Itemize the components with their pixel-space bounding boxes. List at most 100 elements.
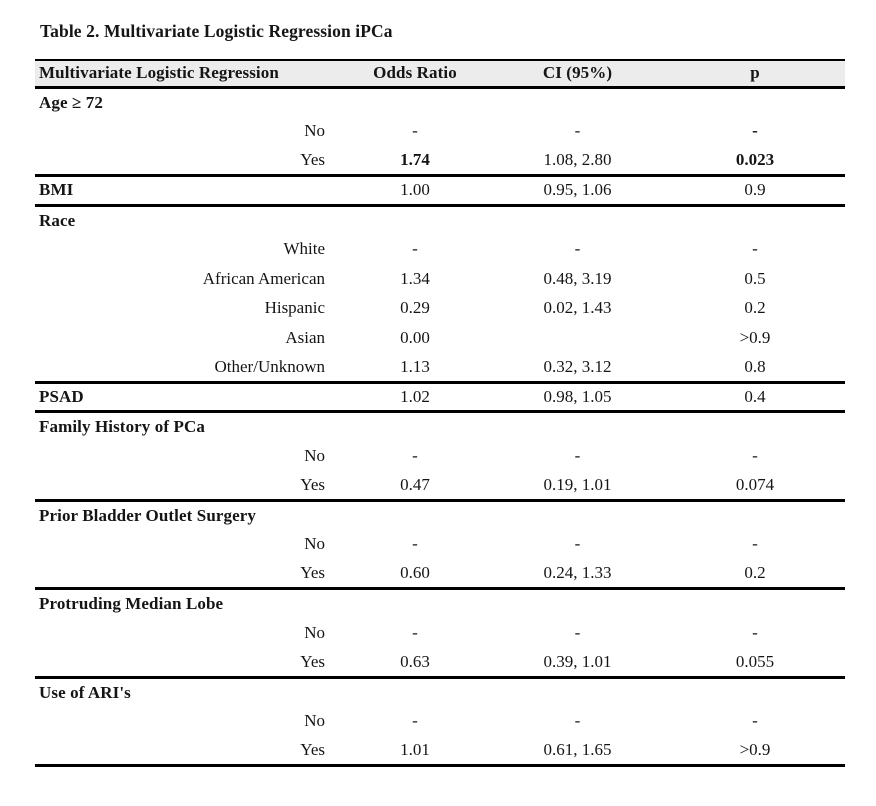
column-header-ci: CI (95%) [542,63,613,83]
row-label: Race [39,210,76,230]
ci-cell [490,677,665,707]
odds-ratio-cell: - [412,534,418,554]
odds-ratio-cell: 1.74 [400,150,430,169]
table-section-row: Race [35,205,845,235]
table-group: Race White - - - African American 1.34 0.48, 3.… [35,205,845,382]
row-label: Use of ARI's [39,682,131,702]
row-label: Prior Bladder Outlet Surgery [39,505,257,525]
ci-cell: 0.19, 1.01 [543,474,612,494]
table-row: Yes 1.01 0.61, 1.65 >0.9 [35,736,845,766]
row-label: Yes [300,474,325,494]
odds-ratio-cell [340,412,490,442]
ci-cell: 0.61, 1.65 [543,740,612,759]
ci-cell: 0.48, 3.19 [543,268,612,288]
p-cell [665,677,845,707]
p-cell: 0.8 [744,356,766,376]
table-section-row: Prior Bladder Outlet Surgery [35,500,845,530]
row-label: No [304,445,325,465]
row-label: White [283,239,325,259]
table-group: Protruding Median Lobe No - - - Yes 0.63 0.39, … [35,589,845,677]
table-section-row: Protruding Median Lobe [35,589,845,619]
table-row: Other/Unknown 1.13 0.32, 3.12 0.8 [35,353,845,383]
row-label: African American [202,268,325,288]
odds-ratio-cell: 0.00 [400,327,430,347]
p-cell: 0.9 [744,180,766,200]
odds-ratio-cell: 1.02 [400,386,430,406]
p-cell [665,589,845,619]
odds-ratio-cell: 0.29 [400,298,430,318]
row-label: Protruding Median Lobe [39,594,224,613]
row-label: Other/Unknown [214,356,325,376]
ci-cell [490,412,665,442]
odds-ratio-cell: 1.34 [400,268,430,288]
table-group: BMI 1.00 0.95, 1.06 0.9 [35,176,845,206]
p-cell: >0.9 [739,327,771,347]
odds-ratio-cell: - [412,239,418,259]
odds-ratio-cell: 1.01 [400,740,430,759]
table-section-row: Age ≥ 72 [35,87,845,117]
table-row: Hispanic 0.29 0.02, 1.43 0.2 [35,294,845,324]
column-header-odds-ratio: Odds Ratio [373,63,457,83]
p-cell [665,500,845,530]
table-caption: Table 2. Multivariate Logistic Regressio… [40,21,393,41]
table-row: No - - - [35,618,845,648]
table-section-row: Family History of PCa [35,412,845,442]
row-label: Yes [300,563,325,582]
table-group: Age ≥ 72 No - - - Yes 1.74 1.08, 2.80 0.023 [35,87,845,176]
row-label: No [304,622,325,642]
ci-cell: 1.08, 2.80 [543,150,612,169]
odds-ratio-cell: 0.63 [400,651,430,671]
p-cell: - [752,622,758,642]
ci-cell: 0.02, 1.43 [543,298,612,318]
document-page: Table 2. Multivariate Logistic Regressio… [35,21,845,766]
ci-cell: - [574,445,581,465]
row-label: Yes [300,150,325,169]
row-label: Hispanic [264,298,325,318]
ci-cell: 0.39, 1.01 [543,651,612,671]
table-group: Use of ARI's No - - - Yes 1.01 0.61, 1.65 >0.9 [35,677,845,766]
odds-ratio-cell [340,500,490,530]
row-label: No [304,534,325,554]
odds-ratio-cell: - [412,711,418,731]
table-section-row: PSAD 1.02 0.98, 1.05 0.4 [35,382,845,412]
table-section-row: Use of ARI's [35,677,845,707]
p-cell: 0.074 [735,474,775,494]
table-row: Yes 0.47 0.19, 1.01 0.074 [35,471,845,501]
p-cell: - [752,239,758,259]
table-group: Prior Bladder Outlet Surgery No - - - Yes 0.60… [35,500,845,589]
p-cell: 0.2 [744,563,766,582]
p-cell: - [752,445,758,465]
ci-cell: - [574,239,581,259]
table-row: No - - - [35,707,845,737]
p-cell: >0.9 [739,740,771,759]
ci-cell: 0.24, 1.33 [543,563,612,582]
ci-cell [490,500,665,530]
odds-ratio-cell: 1.13 [400,356,430,376]
p-cell [665,205,845,235]
table-section-row: BMI 1.00 0.95, 1.06 0.9 [35,176,845,206]
ci-cell [490,205,665,235]
ci-cell: 0.95, 1.06 [543,180,612,200]
odds-ratio-cell: 0.47 [400,474,430,494]
p-cell: 0.055 [735,651,775,671]
odds-ratio-cell [340,677,490,707]
row-label: BMI [39,180,74,200]
row-label: Age ≥ 72 [39,92,103,112]
row-label: Asian [285,327,325,347]
table-row: African American 1.34 0.48, 3.19 0.5 [35,264,845,294]
row-label: Yes [300,740,325,759]
p-cell [665,412,845,442]
ci-cell: - [574,534,581,554]
table-row: Yes 0.60 0.24, 1.33 0.2 [35,559,845,589]
table-row: No - - - [35,117,845,147]
table-row: No - - - [35,441,845,471]
odds-ratio-cell: - [412,121,418,141]
p-cell [665,87,845,117]
odds-ratio-cell: - [412,445,418,465]
row-label: PSAD [39,386,84,406]
p-cell: 0.5 [744,268,766,288]
table-row: Yes 1.74 1.08, 2.80 0.023 [35,146,845,176]
row-label: No [304,121,325,141]
p-cell: 0.2 [744,298,766,318]
column-header-variable: Multivariate Logistic Regression [39,63,279,83]
